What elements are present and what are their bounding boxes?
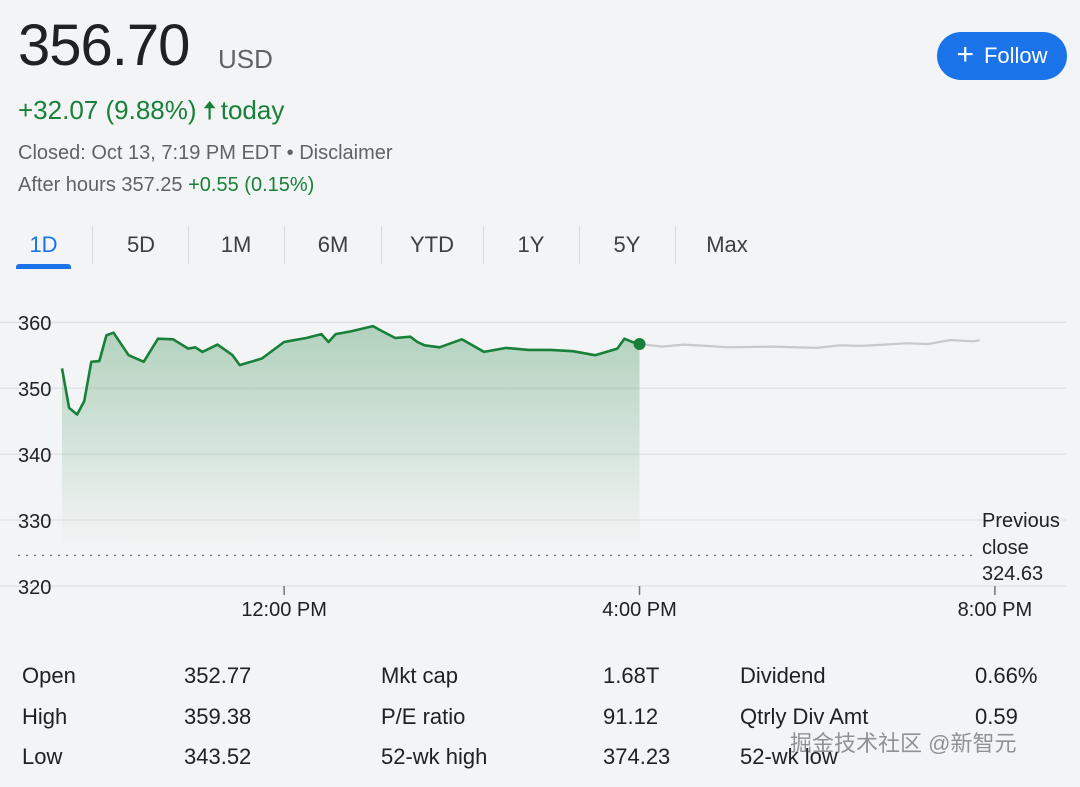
previous-close-label: Previous close 324.63 <box>982 510 1060 585</box>
stat-value: 374.23 <box>603 744 671 769</box>
stat-value: 0.66% <box>975 663 1038 688</box>
follow-label: Follow <box>983 43 1048 68</box>
tab-divider <box>675 226 676 264</box>
stat-value: 343.52 <box>184 744 252 769</box>
stat-label: Dividend <box>740 663 826 688</box>
stat-label: Qtrly Div Amt <box>740 704 869 729</box>
tab-1d[interactable]: 1D <box>29 232 58 257</box>
currency-label: USD <box>218 44 273 74</box>
y-tick-label: 330 <box>18 511 51 533</box>
stat-label: High <box>22 704 68 729</box>
change-amount: +32.07 (9.88%) <box>18 95 197 125</box>
price-chart[interactable]: 360 350 340 330 320 12:00 PM 4:00 PM 8:00 PM P… <box>0 285 1080 625</box>
tab-1m[interactable]: 1M <box>220 232 252 257</box>
stat-label: 52-wk high <box>381 744 488 769</box>
tab-divider <box>483 226 484 264</box>
tab-divider <box>381 226 382 264</box>
plus-icon: + <box>956 37 974 71</box>
arrow-up-icon: 🠅 <box>202 95 217 125</box>
x-tick-label: 12:00 PM <box>241 599 327 621</box>
y-tick-label: 360 <box>18 313 51 335</box>
previous-close-label-line: Previous <box>982 510 1060 532</box>
previous-close-value: 324.63 <box>982 563 1043 585</box>
stat-value: 359.38 <box>184 704 252 729</box>
tab-divider <box>284 226 285 264</box>
price-change: +32.07 (9.88%) 🠅 today <box>18 92 284 136</box>
y-tick-label: 340 <box>18 445 51 467</box>
tab-5y[interactable]: 5Y <box>613 232 641 257</box>
tab-max[interactable]: Max <box>706 232 748 257</box>
tab-1y[interactable]: 1Y <box>517 232 545 257</box>
tab-6m[interactable]: 6M <box>317 232 349 257</box>
active-tab-indicator <box>16 264 71 269</box>
after-hours-change: +0.55 (0.15%) <box>188 174 315 196</box>
after-hours: After hours 357.25 +0.55 (0.15%) <box>18 174 314 197</box>
tab-divider <box>188 226 189 264</box>
stat-label: Open <box>22 663 76 688</box>
regular-session-area <box>62 326 640 547</box>
stat-label: 52-wk low <box>740 744 838 769</box>
stat-value: 1.68T <box>603 663 660 688</box>
x-tick-label: 4:00 PM <box>602 599 676 621</box>
previous-close-label-line: close <box>982 537 1029 559</box>
watermark: 掘金技术社区 @新智元 <box>790 731 1017 756</box>
stat-value: 0.59 <box>975 704 1018 729</box>
stat-label: Low <box>22 744 63 769</box>
stat-label: P/E ratio <box>381 704 466 729</box>
tab-ytd[interactable]: YTD <box>410 232 454 257</box>
x-tick-label: 8:00 PM <box>958 599 1032 621</box>
tab-divider <box>92 226 93 264</box>
price-value: 356.70 <box>18 13 190 78</box>
stat-value: 352.77 <box>184 663 252 688</box>
regular-session-line <box>60 324 640 416</box>
tab-5d[interactable]: 5D <box>126 232 156 257</box>
after-hours-price: After hours 357.25 <box>18 174 183 196</box>
y-tick-label: 320 <box>18 577 51 599</box>
y-tick-label: 350 <box>18 379 51 401</box>
stat-value: 91.12 <box>603 704 659 729</box>
last-price-marker <box>633 337 646 350</box>
tab-divider <box>579 226 580 264</box>
change-period: today <box>220 95 285 125</box>
follow-button[interactable]: + Follow <box>937 32 1067 80</box>
stat-label: Mkt cap <box>381 663 459 688</box>
market-status: Closed: Oct 13, 7:19 PM EDT • Disclaimer <box>18 142 393 164</box>
after-hours-line <box>639 338 980 349</box>
key-stats: Open 352.77 High 359.38 Low 343.52 Mkt c… <box>0 655 1080 785</box>
